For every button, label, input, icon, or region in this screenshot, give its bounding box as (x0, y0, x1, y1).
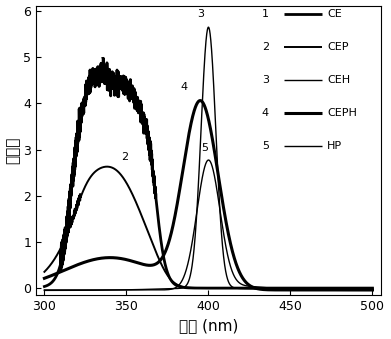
Y-axis label: 吸光度: 吸光度 (5, 137, 21, 164)
Text: 1: 1 (100, 57, 107, 67)
Text: 3: 3 (262, 75, 269, 85)
Text: 4: 4 (180, 82, 187, 92)
Text: 5: 5 (202, 143, 209, 153)
Text: 3: 3 (197, 9, 204, 19)
Text: 2: 2 (262, 42, 269, 52)
Text: CEPH: CEPH (327, 108, 357, 118)
Text: CEH: CEH (327, 75, 350, 85)
Text: 5: 5 (262, 141, 269, 152)
Text: 2: 2 (121, 153, 128, 162)
Text: CEP: CEP (327, 42, 349, 52)
Text: HP: HP (327, 141, 343, 152)
Text: 1: 1 (262, 8, 269, 19)
X-axis label: 波长 (nm): 波长 (nm) (179, 318, 238, 334)
Text: 4: 4 (262, 108, 269, 118)
Text: CE: CE (327, 8, 342, 19)
